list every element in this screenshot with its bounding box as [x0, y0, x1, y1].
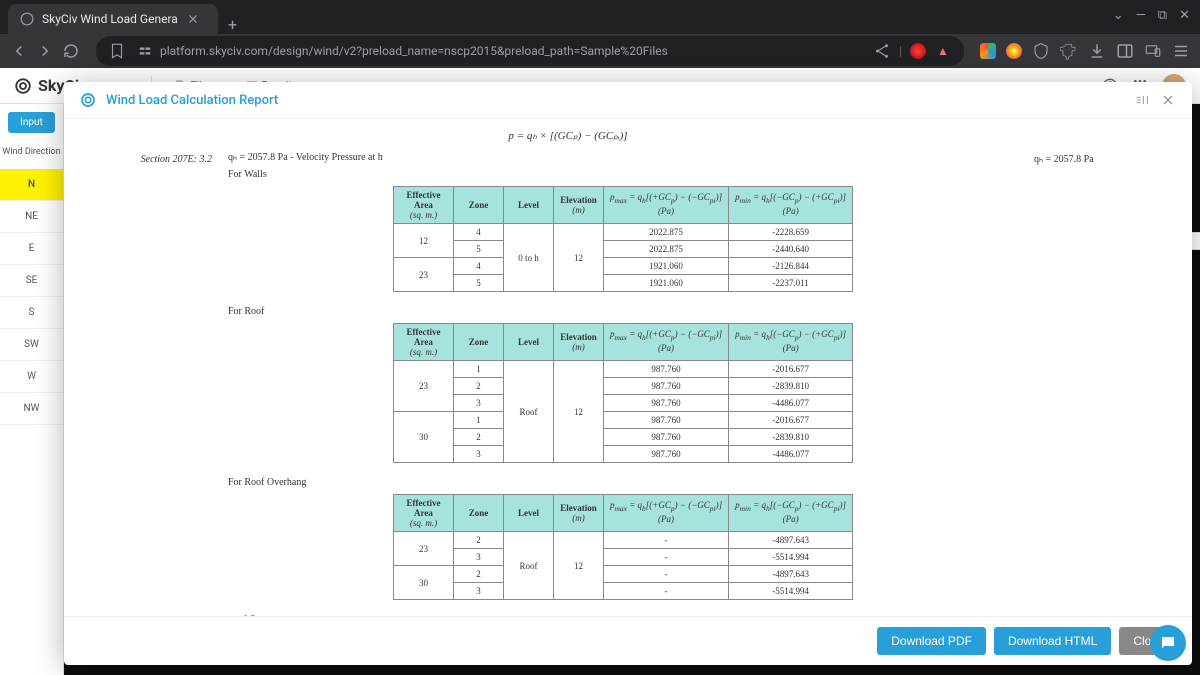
nav-back-icon[interactable] — [10, 42, 28, 60]
download-icon[interactable] — [1088, 42, 1106, 60]
menu-icon[interactable] — [1172, 42, 1190, 60]
direction-list: NNEESESSWWNW — [0, 169, 63, 425]
walls-heading: For Walls — [228, 169, 1018, 180]
modal-title: Wind Load Calculation Report — [106, 93, 1124, 108]
qh-statement: qₕ = 2057.8 Pa - Velocity Pressure at h — [228, 152, 1018, 163]
table-row: 232Roof12--4897.643 — [393, 532, 852, 549]
section-ref: Section 207E: 3.2 — [92, 152, 212, 165]
tab-favicon-icon — [20, 12, 34, 26]
table-row: 52022.875-2440.640 — [393, 241, 852, 258]
direction-w[interactable]: W — [0, 361, 63, 393]
table-row: 3--5514.994 — [393, 549, 852, 566]
expand-icon[interactable] — [1134, 92, 1150, 108]
new-tab-button[interactable]: + — [218, 15, 247, 34]
sidebar: Input Wind Direction NNEESESSWWNW — [0, 104, 64, 675]
tab-bar: SkyCiv Wind Load Genera + — [0, 0, 1200, 34]
modal-close-icon[interactable] — [1160, 92, 1176, 108]
table-row: 51921.060-2237.011 — [393, 275, 852, 292]
figure-ref: Figure 207E.4 — [92, 614, 212, 616]
logo-icon — [14, 77, 32, 95]
maximize-icon[interactable]: ⧉ — [1158, 8, 1167, 23]
share-icon[interactable] — [873, 42, 891, 60]
input-button[interactable]: Input — [8, 112, 55, 133]
roof-table: Effective Area(sq. m.) Zone Level Elevat… — [393, 323, 853, 463]
nav-forward-icon[interactable] — [36, 42, 54, 60]
minimize-icon[interactable]: — — [1136, 8, 1146, 23]
bookmark-icon[interactable] — [108, 42, 126, 60]
chat-button[interactable] — [1150, 625, 1186, 661]
download-pdf-button[interactable]: Download PDF — [877, 627, 986, 655]
table-row: 301987.760-2016.677 — [393, 412, 852, 429]
direction-n[interactable]: N — [0, 169, 63, 201]
direction-ne[interactable]: NE — [0, 201, 63, 233]
direction-sw[interactable]: SW — [0, 329, 63, 361]
url-bar[interactable]: platform.skyciv.com/design/wind/v2?prelo… — [96, 36, 964, 66]
ext-shield-icon[interactable] — [910, 43, 926, 59]
browser-chrome: ⌄ — ⧉ ✕ SkyCiv Wind Load Genera + platfo… — [0, 0, 1200, 68]
download-html-button[interactable]: Download HTML — [994, 627, 1111, 655]
modal-footer: Download PDF Download HTML Close — [64, 616, 1192, 665]
modal-content: p = qₕ × [(GCₚ) − (GCₚᵢ)] Section 207E: … — [64, 119, 1192, 616]
nav-reload-icon[interactable] — [62, 42, 80, 60]
url-text: platform.skyciv.com/design/wind/v2?prelo… — [160, 44, 668, 58]
roof-heading: For Roof — [228, 306, 1018, 317]
direction-e[interactable]: E — [0, 233, 63, 265]
ext1-icon[interactable] — [980, 43, 996, 59]
direction-s[interactable]: S — [0, 297, 63, 329]
table-row: 1240 to h122022.875-2228.659 — [393, 224, 852, 241]
overhang-table: Effective Area(sq. m.) Zone Level Elevat… — [393, 494, 853, 600]
extension-icons — [980, 42, 1190, 60]
direction-nw[interactable]: NW — [0, 393, 63, 425]
window-controls: ⌄ — ⧉ ✕ — [1113, 8, 1190, 23]
table-row: 302--4897.643 — [393, 566, 852, 583]
chat-icon — [1159, 634, 1177, 652]
alert-icon[interactable]: ▲ — [934, 42, 952, 60]
wind-direction-heading: Wind Direction — [0, 141, 63, 165]
table-row: 3987.760-4486.077 — [393, 395, 852, 412]
qh-right: qₕ = 2057.8 Pa — [1034, 152, 1164, 165]
report-modal: Wind Load Calculation Report p = qₕ × [(… — [64, 82, 1192, 665]
ext4-icon[interactable] — [1060, 42, 1078, 60]
overhang-heading: For Roof Overhang — [228, 477, 1018, 488]
table-row: 3--5514.994 — [393, 583, 852, 600]
table-row: 2987.760-2839.810 — [393, 378, 852, 395]
ext3-icon[interactable] — [1032, 42, 1050, 60]
tab-close-icon[interactable] — [186, 12, 200, 26]
devices-icon[interactable] — [1144, 42, 1162, 60]
nav-bar: platform.skyciv.com/design/wind/v2?prelo… — [0, 34, 1200, 68]
browser-tab[interactable]: SkyCiv Wind Load Genera — [8, 4, 218, 34]
ext2-icon[interactable] — [1006, 43, 1022, 59]
a-equation: a = 1.2 m — [228, 614, 1018, 616]
walls-table: Effective Area(sq. m.) Zone Level Elevat… — [393, 186, 853, 292]
site-settings-icon[interactable] — [138, 44, 152, 58]
direction-se[interactable]: SE — [0, 265, 63, 297]
a-right: a = 1.2 m — [1034, 614, 1164, 616]
table-row: 3987.760-4486.077 — [393, 446, 852, 463]
modal-header: Wind Load Calculation Report — [64, 82, 1192, 119]
formula-top: p = qₕ × [(GCₚ) − (GCₚᵢ)] — [92, 129, 1044, 142]
chevron-down-icon[interactable]: ⌄ — [1113, 8, 1124, 23]
close-window-icon[interactable]: ✕ — [1179, 8, 1190, 23]
tab-title: SkyCiv Wind Load Genera — [42, 12, 178, 26]
table-row: 231Roof12987.760-2016.677 — [393, 361, 852, 378]
panel-icon[interactable] — [1116, 42, 1134, 60]
table-row: 2987.760-2839.810 — [393, 429, 852, 446]
table-row: 2341921.060-2126.844 — [393, 258, 852, 275]
report-icon — [80, 92, 96, 108]
